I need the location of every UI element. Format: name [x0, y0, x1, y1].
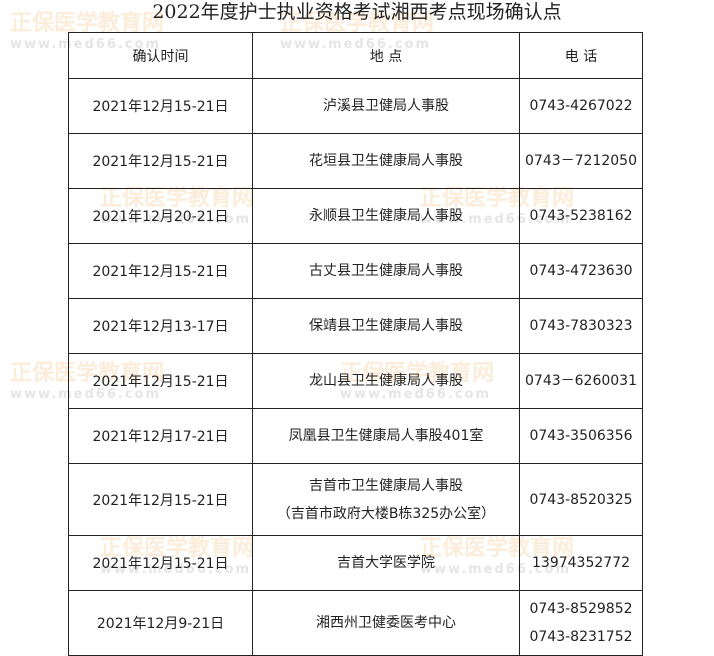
- header-phone: 电 话: [519, 32, 643, 79]
- place-cell-line: 保靖县卫生健康局人事股: [309, 318, 463, 334]
- time-cell: 2021年12月13-17日: [68, 298, 253, 354]
- phone-cell-line: 0743-5238162: [529, 208, 633, 224]
- table-row: 2021年12月15-21日 龙山县卫生健康局人事股 0743－6260031: [68, 353, 643, 409]
- phone-cell-line: 13974352772: [532, 555, 630, 571]
- phone-cell: 0743-4267022: [519, 78, 643, 134]
- phone-cell-line: 0743－7212050: [525, 153, 637, 169]
- table-row: 2021年12月15-21日 吉首大学医学院 13974352772: [68, 535, 643, 591]
- time-cell: 2021年12月15-21日: [68, 353, 253, 409]
- table-header-row: 确认时间 地 点 电 话: [68, 32, 643, 79]
- table-row: 2021年12月15-21日 花垣县卫生健康局人事股 0743－7212050: [68, 133, 643, 189]
- phone-cell-line: 0743－6260031: [525, 373, 637, 389]
- table-row: 2021年12月15-21日 泸溪县卫健局人事股 0743-4267022: [68, 78, 643, 134]
- phone-cell: 0743-7830323: [519, 298, 643, 354]
- place-cell: 保靖县卫生健康局人事股: [252, 298, 520, 354]
- time-cell: 2021年12月15-21日: [68, 78, 253, 134]
- table-row: 2021年12月9-21日 湘西州卫健委医考中心 0743-8529852 0743-…: [68, 590, 643, 656]
- place-cell: 古丈县卫生健康局人事股: [252, 243, 520, 299]
- place-cell: 吉首市卫生健康局人事股 （吉首市政府大楼B栋325办公室）: [252, 463, 520, 536]
- phone-cell: 0743-8520325: [519, 463, 643, 536]
- phone-cell-line: 0743-8231752: [529, 629, 633, 645]
- table-row: 2021年12月15-21日 吉首市卫生健康局人事股 （吉首市政府大楼B栋325办公…: [68, 463, 643, 536]
- time-cell: 2021年12月15-21日: [68, 535, 253, 591]
- place-cell: 龙山县卫生健康局人事股: [252, 353, 520, 409]
- place-cell-line: 花垣县卫生健康局人事股: [309, 153, 463, 169]
- phone-cell-line: 0743-8520325: [529, 491, 633, 508]
- phone-cell: 13974352772: [519, 535, 643, 591]
- time-cell: 2021年12月15-21日: [68, 243, 253, 299]
- place-cell-line: 吉首市卫生健康局人事股: [309, 477, 463, 494]
- table-row: 2021年12月13-17日 保靖县卫生健康局人事股 0743-7830323: [68, 298, 643, 354]
- place-cell: 湘西州卫健委医考中心: [252, 590, 520, 656]
- time-cell: 2021年12月15-21日: [68, 463, 253, 536]
- place-cell-line: 湘西州卫健委医考中心: [316, 615, 456, 631]
- place-cell-line: 泸溪县卫健局人事股: [323, 98, 449, 114]
- place-cell-line: 凤凰县卫生健康局人事股401室: [288, 428, 484, 444]
- confirmation-table: 确认时间 地 点 电 话 2021年12月15-21日 泸溪县卫健局人事股 0743…: [68, 32, 643, 656]
- phone-cell-line: 0743-4267022: [529, 98, 633, 114]
- place-cell-line: 古丈县卫生健康局人事股: [309, 263, 463, 279]
- place-cell: 凤凰县卫生健康局人事股401室: [252, 408, 520, 464]
- place-cell-line: 龙山县卫生健康局人事股: [309, 373, 463, 389]
- time-cell: 2021年12月15-21日: [68, 133, 253, 189]
- place-cell: 吉首大学医学院: [252, 535, 520, 591]
- header-place: 地 点: [252, 32, 520, 79]
- header-time: 确认时间: [68, 32, 253, 79]
- phone-cell-line: 0743-4723630: [529, 263, 633, 279]
- phone-cell: 0743-4723630: [519, 243, 643, 299]
- phone-cell: 0743－7212050: [519, 133, 643, 189]
- place-cell: 泸溪县卫健局人事股: [252, 78, 520, 134]
- place-cell-line: 吉首大学医学院: [337, 555, 435, 571]
- phone-cell-line: 0743-3506356: [529, 428, 633, 444]
- phone-cell: 0743-3506356: [519, 408, 643, 464]
- place-cell: 花垣县卫生健康局人事股: [252, 133, 520, 189]
- phone-cell-line: 0743-7830323: [529, 318, 633, 334]
- time-cell: 2021年12月9-21日: [68, 590, 253, 656]
- table-row: 2021年12月20-21日 永顺县卫生健康局人事股 0743-5238162: [68, 188, 643, 244]
- table-row: 2021年12月17-21日 凤凰县卫生健康局人事股401室 0743-350635…: [68, 408, 643, 464]
- phone-cell-line: 0743-8529852: [529, 601, 633, 617]
- time-cell: 2021年12月17-21日: [68, 408, 253, 464]
- place-cell-line: （吉首市政府大楼B栋325办公室）: [276, 505, 496, 522]
- place-cell-line: 永顺县卫生健康局人事股: [309, 208, 463, 224]
- page-title: 2022年度护士执业资格考试湘西考点现场确认点: [152, 1, 562, 23]
- phone-cell: 0743－6260031: [519, 353, 643, 409]
- table-row: 2021年12月15-21日 古丈县卫生健康局人事股 0743-4723630: [68, 243, 643, 299]
- place-cell: 永顺县卫生健康局人事股: [252, 188, 520, 244]
- time-cell: 2021年12月20-21日: [68, 188, 253, 244]
- phone-cell: 0743-8529852 0743-8231752: [519, 590, 643, 656]
- phone-cell: 0743-5238162: [519, 188, 643, 244]
